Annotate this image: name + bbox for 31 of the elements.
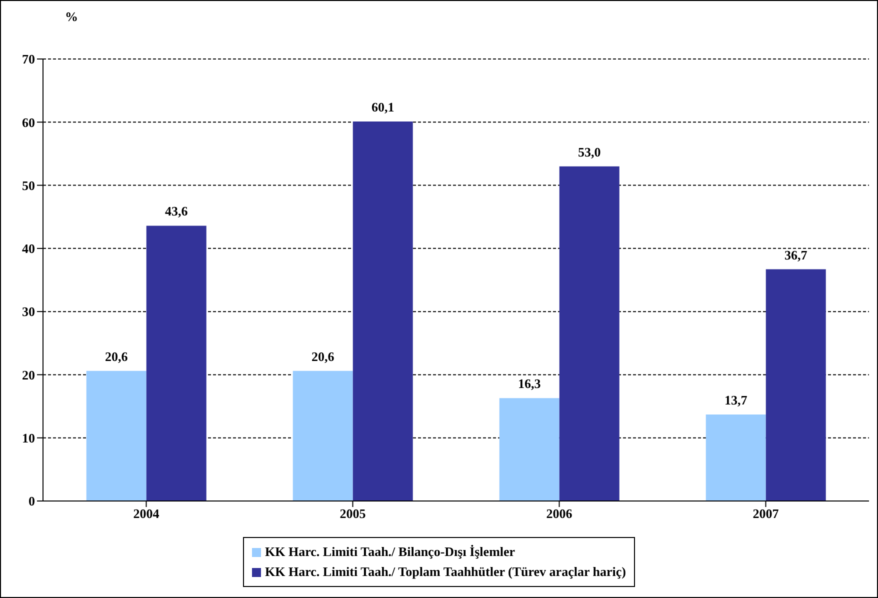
legend-label: KK Harc. Limiti Taah./ Bilanço-Dışı İşlemler <box>265 544 516 560</box>
bar <box>499 398 560 501</box>
bar <box>146 226 206 501</box>
y-axis-title: % <box>65 9 78 25</box>
y-tick-label: 60 <box>22 114 35 130</box>
bar <box>766 269 826 501</box>
data-label: 43,6 <box>164 204 188 219</box>
bar <box>86 370 146 501</box>
x-tick-label: 2007 <box>752 506 780 522</box>
data-label: 53,0 <box>578 144 601 160</box>
x-tick-label: 2004 <box>133 506 160 522</box>
data-label: 20,6 <box>311 348 335 364</box>
data-label: 20,6 <box>104 348 128 364</box>
y-tick-label: 20 <box>22 367 35 382</box>
y-tick-label: 10 <box>22 430 35 446</box>
bar <box>559 166 620 501</box>
data-label: 16,3 <box>518 376 542 392</box>
bar <box>292 370 353 501</box>
data-label: 60,1 <box>371 100 394 115</box>
bar <box>706 414 766 501</box>
y-tick-label: 0 <box>28 494 35 509</box>
data-label: 13,7 <box>724 392 748 408</box>
y-tick-label: 40 <box>22 241 35 256</box>
bar <box>352 122 413 501</box>
data-label: 36,7 <box>784 247 808 262</box>
y-tick-label: 70 <box>22 52 35 67</box>
legend-label: KK Harc. Limiti Taah./ Toplam Taahhütler (Türev araçlar hariç) <box>265 564 626 580</box>
y-tick-label: 30 <box>22 304 35 320</box>
x-tick-label: 2005 <box>340 506 366 522</box>
x-tick-label: 2006 <box>546 506 573 522</box>
y-tick-label: 50 <box>22 178 35 193</box>
